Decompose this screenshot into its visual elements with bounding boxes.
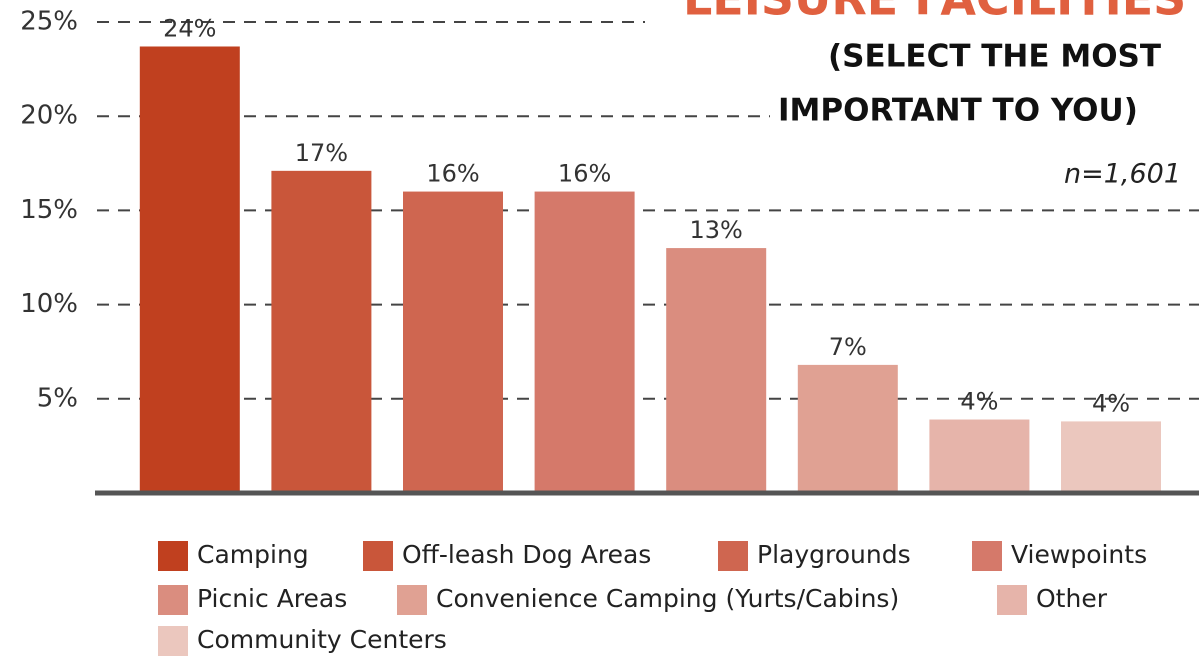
legend-swatch xyxy=(972,541,1002,571)
title-backing xyxy=(820,40,1199,90)
data-label: 13% xyxy=(690,216,743,244)
bar xyxy=(929,419,1030,493)
legend-swatch xyxy=(997,585,1027,615)
legend-swatch xyxy=(158,626,188,656)
chart-subtitle: (SELECT THE MOST xyxy=(828,39,1161,75)
legend-label: Picnic Areas xyxy=(197,584,347,613)
legend-swatch xyxy=(718,541,748,571)
bar xyxy=(666,248,767,493)
legend-swatch xyxy=(363,541,393,571)
legend-label: Camping xyxy=(197,540,309,569)
data-label: 16% xyxy=(426,160,479,188)
legend-swatch xyxy=(158,541,188,571)
y-tick-label: 20% xyxy=(20,101,78,131)
data-label: 4% xyxy=(960,388,998,416)
legend-label: Convenience Camping (Yurts/Cabins) xyxy=(436,584,899,613)
y-tick-label: 5% xyxy=(37,383,78,413)
data-label: 16% xyxy=(558,160,611,188)
legend-label: Off-leash Dog Areas xyxy=(402,540,651,569)
title-backing xyxy=(645,0,1199,40)
data-label: 17% xyxy=(295,139,348,167)
data-label: 7% xyxy=(829,333,867,361)
bar xyxy=(403,191,503,493)
legend-label: Playgrounds xyxy=(757,540,911,569)
y-tick-label: 15% xyxy=(20,195,78,225)
legend-swatch xyxy=(397,585,427,615)
bar xyxy=(1061,421,1161,493)
y-tick-label: 10% xyxy=(20,289,78,319)
bar xyxy=(797,364,898,493)
data-label: 4% xyxy=(1092,389,1130,417)
y-tick-label: 25% xyxy=(20,7,78,37)
bar xyxy=(139,46,240,493)
annotation: n=1,601 xyxy=(1064,159,1181,190)
bar xyxy=(534,191,635,493)
data-label: 24% xyxy=(163,14,216,42)
chart-title: LEISURE FACILITIES xyxy=(683,0,1186,26)
legend-swatch xyxy=(158,585,188,615)
title-backing xyxy=(770,90,1199,140)
legend-label: Other xyxy=(1036,584,1108,613)
legend-label: Community Centers xyxy=(197,625,447,654)
legend-label: Viewpoints xyxy=(1011,540,1147,569)
bar xyxy=(271,170,372,493)
chart-subtitle: IMPORTANT TO YOU) xyxy=(778,93,1138,129)
